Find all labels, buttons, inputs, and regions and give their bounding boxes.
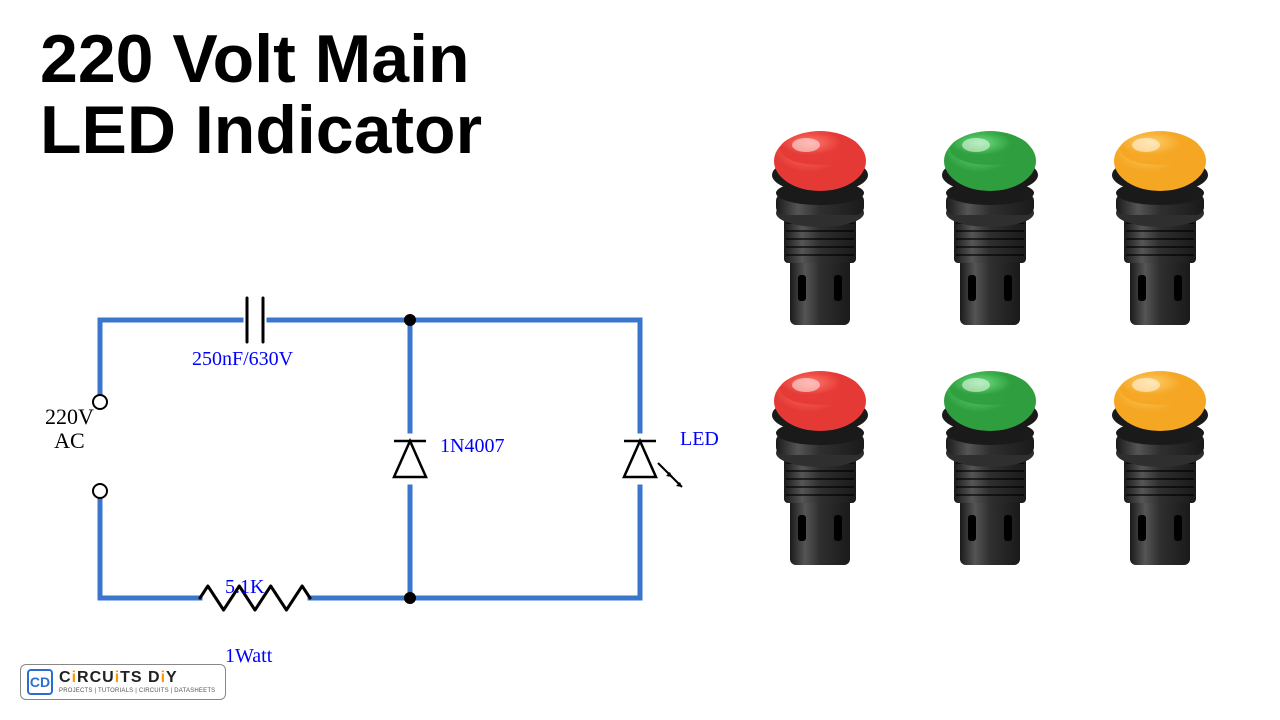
logo-badge-icon: CD bbox=[27, 669, 53, 695]
indicator-lamp bbox=[740, 115, 900, 335]
indicator-lamp bbox=[910, 355, 1070, 575]
diode-label: 1N4007 bbox=[440, 435, 504, 458]
logo-sub: PROJECTS | TUTORIALS | CIRCUITS | DATASH… bbox=[59, 688, 215, 694]
input-voltage-line1: 220V bbox=[45, 405, 94, 429]
input-voltage-line2: AC bbox=[45, 429, 94, 453]
page-title: 220 Volt Main LED Indicator bbox=[40, 24, 482, 167]
input-voltage-label: 220V AC bbox=[45, 405, 94, 453]
logo-text: CiRCUiTS DiY PROJECTS | TUTORIALS | CIRC… bbox=[59, 670, 215, 694]
indicator-lamp bbox=[1080, 115, 1240, 335]
title-line-2: LED Indicator bbox=[40, 95, 482, 166]
indicator-grid bbox=[740, 115, 1240, 575]
resistor-label-line2: 1Watt bbox=[225, 645, 272, 668]
capacitor-label: 250nF/630V bbox=[192, 348, 293, 371]
indicator-lamp bbox=[1080, 355, 1240, 575]
logo-main: CiRCUiTS DiY bbox=[59, 670, 215, 686]
resistor-label: 5.1K 1Watt bbox=[225, 530, 272, 691]
resistor-label-line1: 5.1K bbox=[225, 576, 272, 599]
title-line-1: 220 Volt Main bbox=[40, 24, 482, 95]
led-label: LED bbox=[680, 428, 719, 451]
brand-logo: CD CiRCUiTS DiY PROJECTS | TUTORIALS | C… bbox=[20, 664, 226, 700]
circuit-schematic bbox=[60, 270, 700, 640]
indicator-lamp bbox=[740, 355, 900, 575]
indicator-lamp bbox=[910, 115, 1070, 335]
